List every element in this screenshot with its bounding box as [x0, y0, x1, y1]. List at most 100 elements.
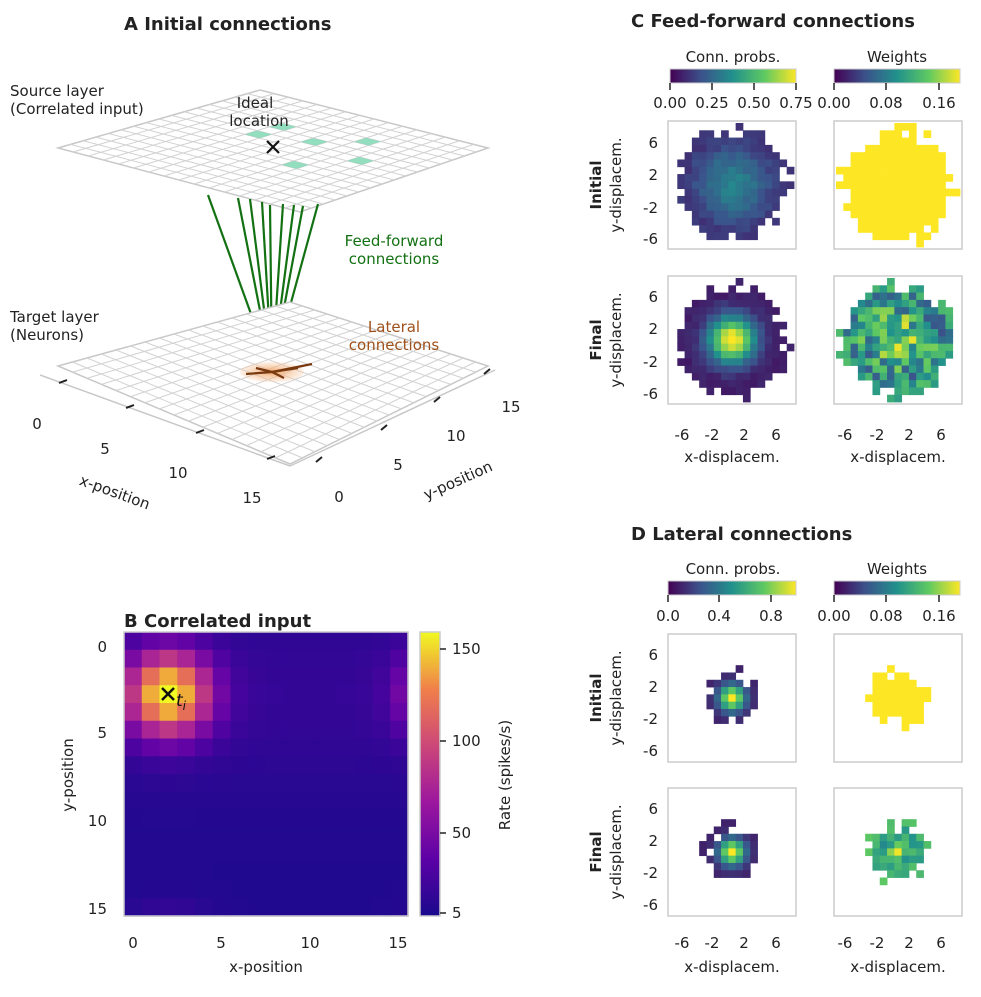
d-final-weights-heatmap	[865, 819, 932, 886]
d-final-y-label: y-displacem.	[607, 804, 625, 899]
ideal-location-sublabel: location	[229, 112, 289, 130]
panel-b-title: B Correlated input	[124, 611, 311, 632]
c-weight-tick-2: 0.16	[922, 94, 955, 112]
c-final-y-label: y-displacem.	[607, 292, 625, 387]
b-x-tick-1: 5	[216, 934, 226, 952]
d-i-y-tick-3: -6	[643, 742, 658, 760]
c-prob-tick-2: 0.50	[737, 94, 770, 112]
b-x-tick-3: 15	[388, 934, 407, 952]
lateral-lines	[245, 362, 313, 379]
c-weights-colorbar	[833, 68, 961, 84]
feedforward-label: Feed-forward	[345, 232, 444, 250]
d-weight-tick-2: 0.16	[922, 607, 955, 625]
d-row-initial: Initial	[587, 674, 605, 723]
panel-b: B Correlated input ti 0 5 10 15 y-positi…	[59, 611, 514, 976]
d-x-tick-r3: 6	[936, 934, 946, 952]
c-f-y-tick-1: 2	[648, 320, 658, 338]
d-f-y-tick-2: -2	[643, 864, 658, 882]
c-f-y-tick-2: -2	[643, 353, 658, 371]
d-f-y-tick-3: -6	[643, 896, 658, 914]
panel-c: C Feed-forward connections Conn. probs. …	[587, 11, 963, 466]
b-y-tick-1: 5	[97, 724, 107, 742]
c-initial-probs-heatmap	[677, 123, 795, 241]
lateral-sublabel: connections	[349, 336, 440, 354]
correlated-input-heatmap	[124, 632, 409, 917]
c-weight-tick-0: 0.00	[817, 94, 850, 112]
d-x-tick-r2: 2	[904, 934, 914, 952]
d-f-y-tick-1: 2	[648, 832, 658, 850]
target-marker	[161, 687, 175, 701]
b-y-axis-label: y-position	[59, 738, 77, 811]
c-final-probs-heatmap	[677, 278, 795, 403]
c-f-y-tick-0: 6	[648, 288, 658, 306]
d-prob-tick-2: 0.8	[759, 607, 783, 625]
c-x-tick-l1: -2	[705, 426, 720, 444]
target-layer-sublabel: (Neurons)	[10, 326, 84, 344]
c-f-y-tick-3: -6	[643, 385, 658, 403]
c-x-tick-l3: 6	[771, 426, 781, 444]
x-tick-1: 5	[100, 440, 110, 458]
d-i-y-tick-1: 2	[648, 678, 658, 696]
d-f-y-tick-0: 6	[648, 800, 658, 818]
target-layer-plane	[55, 301, 490, 465]
d-x-tick-r0: -6	[838, 934, 853, 952]
d-initial-probs-heatmap	[706, 665, 758, 724]
x-tick-0: 0	[32, 415, 42, 433]
d-weight-tick-0: 0.00	[817, 607, 850, 625]
d-conn-probs-label: Conn. probs.	[686, 560, 781, 578]
c-initial-y-label: y-displacem.	[607, 137, 625, 232]
d-prob-tick-1: 0.4	[707, 607, 731, 625]
b-x-tick-0: 0	[128, 934, 138, 952]
c-x-tick-r0: -6	[838, 426, 853, 444]
c-row-final: Final	[587, 319, 605, 360]
d-x-tick-l2: 2	[739, 934, 749, 952]
target-marker-label: ti	[176, 691, 187, 713]
d-x-tick-l0: -6	[675, 934, 690, 952]
d-i-y-tick-2: -2	[643, 710, 658, 728]
c-weight-tick-1: 0.08	[869, 94, 902, 112]
d-weights-colorbar	[833, 580, 961, 596]
y-tick-0: 0	[334, 488, 344, 506]
d-weight-tick-1: 0.08	[869, 607, 902, 625]
c-x-label-left: x-displacem.	[684, 448, 780, 466]
rate-tick-150: 150	[452, 640, 481, 658]
c-conn-probs-colorbar	[669, 68, 797, 84]
ideal-location-label: Ideal	[237, 94, 274, 112]
d-weights-label: Weights	[867, 560, 927, 578]
c-x-tick-r3: 6	[936, 426, 946, 444]
c-x-tick-l0: -6	[675, 426, 690, 444]
x-tick-2: 10	[168, 464, 187, 482]
d-initial-weights-heatmap	[865, 665, 932, 732]
target-layer-label: Target layer	[9, 308, 100, 326]
c-prob-tick-0: 0.00	[653, 94, 686, 112]
c-x-tick-l2: 2	[739, 426, 749, 444]
x-tick-3: 15	[242, 489, 261, 507]
d-x-label-right: x-displacem.	[850, 958, 946, 976]
feedforward-sublabel: connections	[349, 250, 440, 268]
y-axis-ticks-3d	[315, 368, 491, 463]
x-axis-label-3d: x-position	[77, 471, 152, 513]
panel-c-title: C Feed-forward connections	[631, 11, 915, 32]
panel-d-title: D Lateral connections	[631, 524, 852, 545]
rate-tick-50: 50	[452, 824, 471, 842]
d-x-tick-l3: 6	[771, 934, 781, 952]
b-y-tick-2: 10	[88, 812, 107, 830]
d-i-y-tick-0: 6	[648, 646, 658, 664]
y-tick-1: 5	[393, 456, 403, 474]
c-x-label-right: x-displacem.	[850, 448, 946, 466]
c-i-y-tick-1: 2	[648, 166, 658, 184]
d-conn-probs-colorbar	[667, 580, 797, 596]
source-layer-label: Source layer	[10, 82, 105, 100]
panel-a: A Initial connections Source layer (Corr…	[9, 14, 521, 513]
rate-tick-5: 5	[452, 904, 462, 922]
y-axis-label-3d: y-position	[421, 457, 495, 503]
b-x-tick-2: 10	[300, 934, 319, 952]
c-weights-label: Weights	[867, 48, 927, 66]
c-x-tick-r1: -2	[870, 426, 885, 444]
target-layer-grid	[39, 301, 496, 467]
b-x-axis-label: x-position	[229, 958, 303, 976]
c-final-weights-heatmap	[836, 278, 954, 403]
c-x-tick-r2: 2	[904, 426, 914, 444]
b-y-tick-0: 0	[97, 638, 107, 656]
